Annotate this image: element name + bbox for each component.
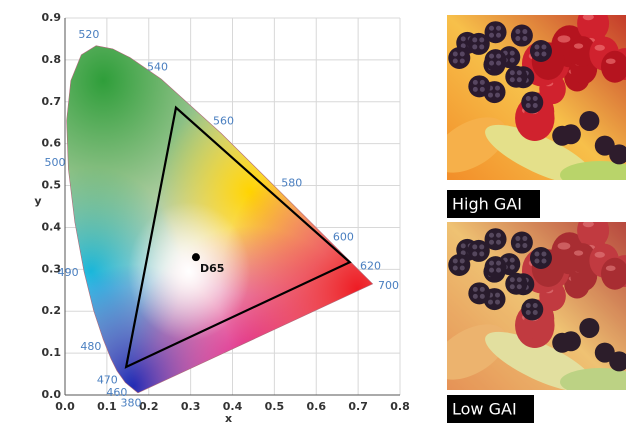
wavelength-label: 700	[378, 279, 399, 292]
x-tick-label: 0.8	[390, 400, 410, 413]
wavelength-label: 470	[97, 373, 118, 386]
caption: Low GAI	[452, 400, 517, 419]
y-tick-label: 0.8	[42, 53, 62, 66]
x-tick-label: 0.0	[55, 400, 75, 413]
wavelength-label: 490	[58, 266, 79, 279]
white-point	[192, 253, 200, 261]
y-tick-label: 0.2	[42, 304, 62, 317]
x-tick-label: 0.3	[181, 400, 201, 413]
y-axis-label: y	[34, 195, 41, 208]
image-panel: High GAI Low GAI	[424, 5, 626, 423]
x-tick-label: 0.5	[265, 400, 285, 413]
wavelength-label: 460	[106, 386, 127, 399]
y-tick-label: 0.5	[42, 179, 62, 192]
x-tick-label: 0.1	[97, 400, 117, 413]
y-tick-label: 0.1	[42, 346, 62, 359]
wavelength-label: 500	[45, 156, 66, 169]
y-tick-label: 0.4	[42, 220, 62, 233]
figure: 0.00.10.20.30.40.50.60.70.80.00.10.20.30…	[0, 0, 626, 425]
y-tick-label: 0.6	[42, 137, 62, 150]
wavelength-label: 520	[78, 28, 99, 41]
wavelength-label: 620	[360, 260, 381, 273]
y-tick-label: 0.9	[42, 11, 62, 24]
x-axis-label: x	[225, 412, 232, 425]
x-tick-label: 0.7	[348, 400, 368, 413]
white-point-label: D65	[200, 262, 224, 275]
wavelength-label: 600	[333, 230, 354, 243]
y-tick-label: 0.0	[42, 388, 62, 401]
fruit-photo	[424, 212, 626, 404]
fruit-photo	[424, 5, 626, 197]
x-tick-label: 0.6	[307, 400, 327, 413]
x-tick-label: 0.2	[139, 400, 159, 413]
locus-fill	[67, 46, 373, 393]
y-tick-label: 0.7	[42, 95, 62, 108]
wavelength-label: 480	[80, 340, 101, 353]
wavelength-label: 560	[213, 115, 234, 128]
wavelength-label: 580	[281, 176, 302, 189]
wavelength-label: 540	[147, 60, 168, 73]
caption: High GAI	[452, 195, 522, 214]
